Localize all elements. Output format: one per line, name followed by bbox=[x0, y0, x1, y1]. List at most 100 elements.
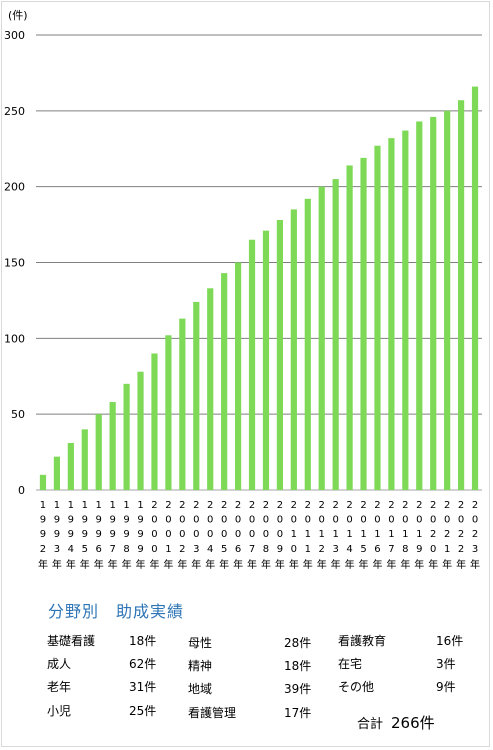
x-tick-digit: 2 bbox=[179, 500, 185, 511]
x-tick-digit: 9 bbox=[277, 544, 283, 555]
x-tick-digit: 0 bbox=[458, 515, 464, 526]
x-tick-suffix: 年 bbox=[191, 558, 201, 571]
bar bbox=[402, 130, 409, 491]
x-tick-digit: 1 bbox=[346, 529, 352, 540]
y-tick-label: 50 bbox=[11, 408, 25, 421]
x-tick-suffix: 年 bbox=[275, 558, 285, 571]
x-tick-digit: 0 bbox=[235, 529, 241, 540]
stat-label: その他 bbox=[338, 680, 375, 694]
x-tick-suffix: 年 bbox=[372, 558, 382, 571]
bar bbox=[221, 273, 228, 490]
x-tick-digit: 9 bbox=[68, 515, 74, 526]
bar bbox=[137, 371, 144, 490]
x-tick-digit: 1 bbox=[416, 529, 422, 540]
stat-count: 18件 bbox=[129, 634, 157, 648]
stat-label: 基礎看護 bbox=[47, 634, 96, 648]
bar bbox=[346, 165, 353, 490]
x-tick-digit: 9 bbox=[40, 515, 46, 526]
x-tick-suffix: 年 bbox=[456, 558, 466, 571]
x-tick-suffix: 年 bbox=[470, 558, 480, 571]
bar bbox=[95, 414, 102, 490]
x-tick-digit: 0 bbox=[346, 515, 352, 526]
bar bbox=[304, 198, 311, 491]
x-tick-digit: 7 bbox=[249, 544, 255, 555]
bar bbox=[262, 230, 270, 490]
x-tick-digit: 0 bbox=[151, 544, 157, 555]
bar-chart: (件)0501001502002503001992年1993年1994年1995… bbox=[4, 9, 482, 571]
x-tick-digit: 0 bbox=[207, 515, 213, 526]
x-tick-digit: 9 bbox=[123, 529, 129, 540]
x-tick-digit: 2 bbox=[374, 500, 380, 511]
x-tick-digit: 0 bbox=[416, 515, 422, 526]
x-tick-digit: 7 bbox=[109, 544, 115, 555]
x-tick-digit: 0 bbox=[374, 515, 380, 526]
bar bbox=[430, 116, 437, 491]
x-tick-digit: 2 bbox=[319, 500, 325, 511]
x-tick-digit: 0 bbox=[444, 515, 450, 526]
x-tick-digit: 1 bbox=[305, 529, 311, 540]
x-tick-digit: 2 bbox=[346, 500, 352, 511]
bar bbox=[332, 179, 339, 491]
x-tick-suffix: 年 bbox=[136, 558, 146, 571]
bar bbox=[416, 121, 423, 490]
bar bbox=[374, 145, 381, 490]
x-tick-digit: 0 bbox=[360, 515, 366, 526]
x-tick-digit: 2 bbox=[235, 500, 241, 511]
stat-label: 看護教育 bbox=[338, 634, 387, 648]
x-tick-digit: 9 bbox=[137, 544, 143, 555]
stat-label: 地域 bbox=[188, 682, 213, 696]
x-tick-digit: 5 bbox=[221, 544, 227, 555]
bar bbox=[81, 429, 88, 490]
x-tick-suffix: 年 bbox=[386, 558, 396, 571]
x-tick-digit: 2 bbox=[207, 500, 213, 511]
x-tick-suffix: 年 bbox=[219, 558, 229, 571]
x-tick-digit: 9 bbox=[96, 529, 102, 540]
x-tick-suffix: 年 bbox=[247, 558, 257, 571]
x-tick-suffix: 年 bbox=[428, 558, 438, 571]
x-tick-suffix: 年 bbox=[359, 558, 369, 571]
x-tick-digit: 9 bbox=[96, 515, 102, 526]
x-tick-digit: 1 bbox=[291, 529, 297, 540]
x-tick-digit: 1 bbox=[137, 500, 143, 511]
x-tick-digit: 1 bbox=[165, 544, 171, 555]
y-tick-label: 100 bbox=[4, 332, 25, 345]
x-tick-digit: 0 bbox=[193, 515, 199, 526]
x-tick-digit: 9 bbox=[416, 544, 422, 555]
x-tick-digit: 2 bbox=[151, 500, 157, 511]
x-tick-digit: 0 bbox=[263, 529, 269, 540]
bar bbox=[234, 262, 242, 490]
x-tick-digit: 2 bbox=[444, 500, 450, 511]
x-tick-digit: 2 bbox=[319, 544, 325, 555]
x-tick-suffix: 年 bbox=[80, 558, 90, 571]
x-tick-digit: 2 bbox=[332, 500, 338, 511]
x-tick-digit: 6 bbox=[235, 544, 241, 555]
x-tick-suffix: 年 bbox=[261, 558, 271, 571]
bar bbox=[39, 474, 47, 490]
x-tick-digit: 0 bbox=[179, 529, 185, 540]
x-tick-digit: 2 bbox=[165, 500, 171, 511]
x-tick-digit: 9 bbox=[109, 515, 115, 526]
x-tick-digit: 9 bbox=[40, 529, 46, 540]
x-tick-suffix: 年 bbox=[233, 558, 243, 571]
y-tick-label: 0 bbox=[18, 484, 25, 497]
x-tick-suffix: 年 bbox=[122, 558, 132, 571]
bar bbox=[457, 100, 465, 490]
x-tick-digit: 5 bbox=[360, 544, 366, 555]
x-tick-digit: 2 bbox=[430, 500, 436, 511]
x-tick-digit: 3 bbox=[193, 544, 199, 555]
x-tick-digit: 3 bbox=[54, 544, 60, 555]
stat-count: 3件 bbox=[436, 657, 456, 671]
total: 合計 266件 bbox=[357, 712, 435, 733]
stat-count: 39件 bbox=[284, 682, 312, 696]
x-tick-suffix: 年 bbox=[331, 558, 341, 571]
x-tick-digit: 2 bbox=[458, 529, 464, 540]
x-tick-digit: 1 bbox=[123, 500, 129, 511]
stat-count: 18件 bbox=[284, 659, 312, 673]
x-tick-digit: 0 bbox=[221, 529, 227, 540]
x-tick-digit: 1 bbox=[109, 500, 115, 511]
x-tick-digit: 4 bbox=[346, 544, 352, 555]
bar bbox=[471, 86, 479, 491]
x-tick-suffix: 年 bbox=[317, 558, 327, 571]
x-tick-digit: 0 bbox=[332, 515, 338, 526]
stat-count: 17件 bbox=[284, 706, 312, 720]
